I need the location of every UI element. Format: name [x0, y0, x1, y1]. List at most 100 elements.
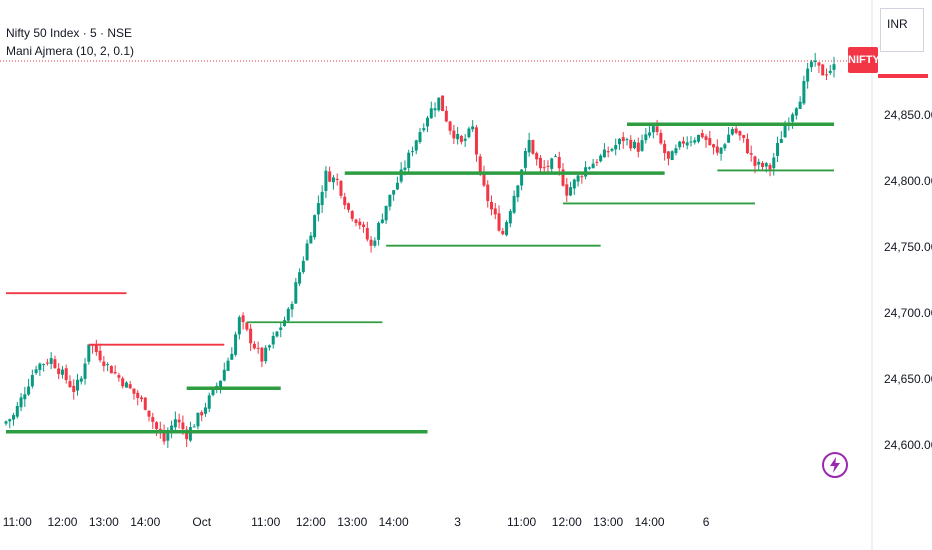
- candle-body: [768, 165, 772, 170]
- x-axis-tick-label: 3: [454, 515, 461, 529]
- lightning-icon: [830, 457, 840, 473]
- candle-body: [53, 359, 57, 369]
- candle-body: [234, 334, 238, 355]
- candle-body: [403, 167, 407, 170]
- candle-body: [471, 126, 475, 130]
- candle-body: [738, 131, 742, 136]
- candle-body: [42, 364, 46, 366]
- candle-body: [542, 167, 546, 169]
- candle-body: [414, 140, 418, 151]
- candle-body: [410, 151, 414, 153]
- candle-body: [474, 127, 478, 155]
- candle-body: [569, 187, 573, 196]
- candle-body: [452, 130, 456, 139]
- candle-body: [697, 134, 701, 142]
- indicator-label[interactable]: Mani Ajmera (10, 2, 0.1): [6, 44, 135, 58]
- candle-body: [791, 114, 795, 122]
- candle-body: [678, 141, 682, 148]
- candle-body: [64, 368, 68, 381]
- candle-body: [109, 365, 113, 374]
- x-axis-tick-label: Oct: [192, 515, 211, 529]
- candle-body: [4, 421, 8, 424]
- candle-body: [407, 152, 411, 168]
- y-axis-tick-label: 24,600.00: [884, 438, 932, 452]
- candle-body: [523, 151, 527, 168]
- candle-body: [45, 362, 49, 364]
- candle-body: [576, 175, 580, 182]
- candle-body: [241, 315, 245, 323]
- candle-body: [806, 68, 810, 82]
- candle-body: [301, 260, 305, 273]
- candle-body: [651, 126, 655, 133]
- candle-body: [689, 141, 693, 143]
- candle-body: [192, 426, 196, 428]
- candle-body: [824, 74, 828, 76]
- candle-body: [124, 382, 128, 388]
- candle-body: [185, 429, 189, 440]
- candle-body: [580, 176, 584, 178]
- candle-body: [459, 135, 463, 142]
- candle-body: [354, 219, 358, 223]
- candle-body: [309, 235, 313, 244]
- candle-body: [316, 203, 320, 215]
- candle-body: [644, 134, 648, 141]
- x-axis-tick-label: 11:00: [3, 515, 32, 529]
- candle-body: [196, 412, 200, 427]
- symbol-title[interactable]: Nifty 50 Index · 5 · NSE: [6, 26, 133, 40]
- x-axis-tick-label: 12:00: [47, 515, 77, 529]
- candle-body: [429, 108, 433, 119]
- quick-action-button[interactable]: [822, 452, 848, 478]
- candle-body: [237, 317, 241, 335]
- candle-body: [433, 108, 437, 111]
- candle-body: [388, 194, 392, 207]
- candle-body: [286, 308, 290, 321]
- candle-body: [520, 169, 524, 186]
- y-axis-tick-label: 24,850.00: [884, 108, 932, 122]
- candle-body: [136, 392, 140, 398]
- candle-body: [19, 397, 23, 408]
- candle-body: [617, 138, 621, 145]
- candle-body: [328, 171, 332, 182]
- candle-body: [113, 371, 117, 374]
- candle-body: [8, 419, 12, 422]
- candle-body: [561, 169, 565, 186]
- x-axis-tick-label: 13:00: [337, 515, 367, 529]
- candle-body: [181, 422, 185, 430]
- candle-body: [324, 170, 328, 191]
- candle-body: [422, 128, 426, 131]
- candle-body: [670, 151, 674, 161]
- candle-body: [595, 161, 599, 163]
- candle-body: [260, 347, 264, 362]
- last-price-marker: [878, 74, 928, 78]
- candle-body: [346, 203, 350, 210]
- candle-body: [478, 156, 482, 174]
- candle-body: [745, 138, 749, 154]
- candle-body: [764, 163, 768, 167]
- candle-body: [666, 151, 670, 159]
- candle-body: [493, 208, 497, 215]
- currency-button[interactable]: INR: [880, 8, 924, 52]
- candle-body: [121, 378, 125, 387]
- candle-body: [290, 304, 294, 310]
- candle-body: [358, 221, 362, 226]
- candle-body: [132, 388, 136, 394]
- chart-legend: Nifty 50 Index · 5 · NSE Mani Ajmera (10…: [6, 24, 134, 60]
- candle-body: [76, 379, 80, 391]
- candle-body: [693, 140, 697, 143]
- candle-body: [177, 419, 181, 423]
- candle-body: [298, 272, 302, 284]
- candle-body: [418, 132, 422, 143]
- candle-body: [557, 157, 561, 169]
- candle-body: [565, 184, 569, 196]
- candle-body: [128, 384, 132, 389]
- candle-body: [734, 128, 738, 133]
- candle-body: [599, 155, 603, 162]
- candle-body: [384, 205, 388, 221]
- candle-body: [723, 144, 727, 149]
- candle-body: [264, 347, 268, 362]
- candle-body: [373, 240, 377, 246]
- candle-body: [467, 128, 471, 138]
- candle-body: [633, 141, 637, 149]
